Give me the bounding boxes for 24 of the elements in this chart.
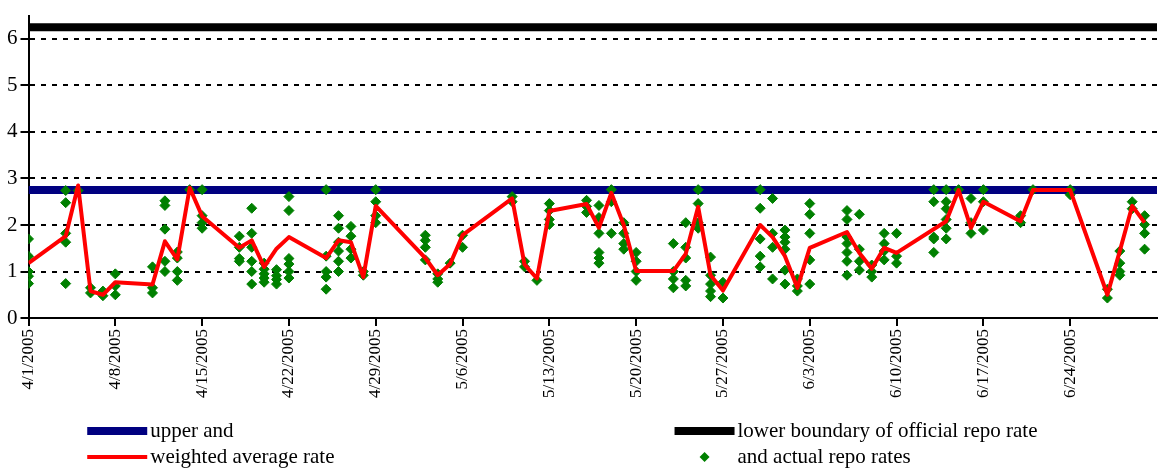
y-tick-label: 2 xyxy=(7,211,18,236)
x-tick-label: 5/13/2005 xyxy=(538,329,558,399)
y-tick-label: 5 xyxy=(7,71,18,96)
x-tick-label: 6/24/2005 xyxy=(1059,329,1079,399)
x-tick-label: 6/3/2005 xyxy=(799,329,819,390)
x-tick-label: 5/20/2005 xyxy=(625,329,645,399)
y-tick-label: 3 xyxy=(7,164,18,189)
x-tick-label: 4/8/2005 xyxy=(104,329,124,390)
y-tick-label: 0 xyxy=(7,304,18,329)
legend-label: weighted average rate xyxy=(150,443,335,468)
x-tick-label: 6/10/2005 xyxy=(886,329,906,399)
x-tick-label: 4/22/2005 xyxy=(278,329,298,399)
x-tick-label: 4/15/2005 xyxy=(191,329,211,399)
legend-label: lower boundary of official repo rate xyxy=(737,417,1038,442)
x-tick-label: 6/17/2005 xyxy=(972,329,992,399)
legend-label: and actual repo rates xyxy=(737,443,911,468)
x-tick-label: 4/29/2005 xyxy=(365,329,385,399)
y-tick-label: 6 xyxy=(7,25,18,50)
legend-label: upper and xyxy=(150,417,235,442)
y-tick-label: 1 xyxy=(7,258,18,283)
x-tick-label: 5/6/2005 xyxy=(452,329,472,390)
x-tick-label: 5/27/2005 xyxy=(712,329,732,399)
y-tick-label: 4 xyxy=(7,118,18,143)
x-tick-label: 4/1/2005 xyxy=(17,329,37,390)
